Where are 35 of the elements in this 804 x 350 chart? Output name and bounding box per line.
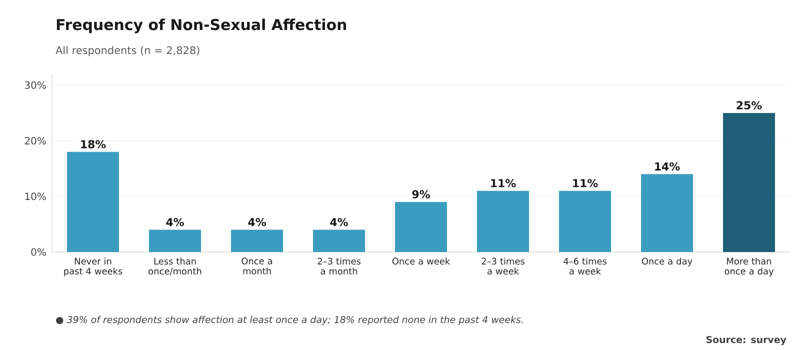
text: ● 39% of respondents show affection at least once a day; 18% reported none in the past 4 weeks. bbox=[56, 316, 523, 325]
data-label: 14% bbox=[655, 162, 680, 171]
source-note: Source: survey bbox=[706, 336, 786, 346]
x-tick-label: 2–3 times a week bbox=[482, 258, 524, 275]
chart-title: Frequency of Non-Sexual Affection bbox=[56, 18, 346, 34]
data-label: 11% bbox=[491, 179, 516, 188]
y-tick-label: 20% bbox=[24, 136, 46, 145]
bar bbox=[67, 152, 120, 252]
x-tick-label: Once a day bbox=[642, 258, 692, 266]
y-tick-label: 30% bbox=[24, 81, 46, 89]
data-label: 4% bbox=[248, 218, 266, 226]
x-tick-label: 4–6 times a week bbox=[564, 258, 606, 275]
bar bbox=[149, 230, 202, 252]
bar bbox=[231, 230, 284, 252]
y-tick-label: 10% bbox=[25, 192, 46, 200]
chart-subtitle: All respondents (n = 2,828) bbox=[56, 46, 200, 56]
x-tick-label: Once a week bbox=[392, 258, 450, 265]
data-label: 9% bbox=[412, 190, 430, 198]
x-tick-label: Once a month bbox=[242, 258, 272, 274]
x-tick-label: More than once a day bbox=[724, 258, 774, 276]
bar bbox=[559, 190, 612, 252]
bar bbox=[395, 202, 448, 252]
x-tick-label: Never in past 4 weeks bbox=[64, 258, 122, 276]
data-label: 11% bbox=[573, 179, 598, 188]
bar bbox=[723, 112, 776, 252]
data-label: 4% bbox=[166, 218, 184, 226]
x-tick-label: 2–3 times a month bbox=[318, 258, 360, 275]
y-tick-label: 0% bbox=[31, 248, 46, 256]
bar bbox=[313, 230, 366, 252]
data-label: 4% bbox=[330, 218, 348, 226]
bar bbox=[477, 190, 530, 252]
x-tick-label: Less than once/month bbox=[148, 258, 202, 276]
data-label: 18% bbox=[81, 140, 106, 148]
data-label: 25% bbox=[736, 101, 762, 110]
bar bbox=[641, 174, 694, 252]
